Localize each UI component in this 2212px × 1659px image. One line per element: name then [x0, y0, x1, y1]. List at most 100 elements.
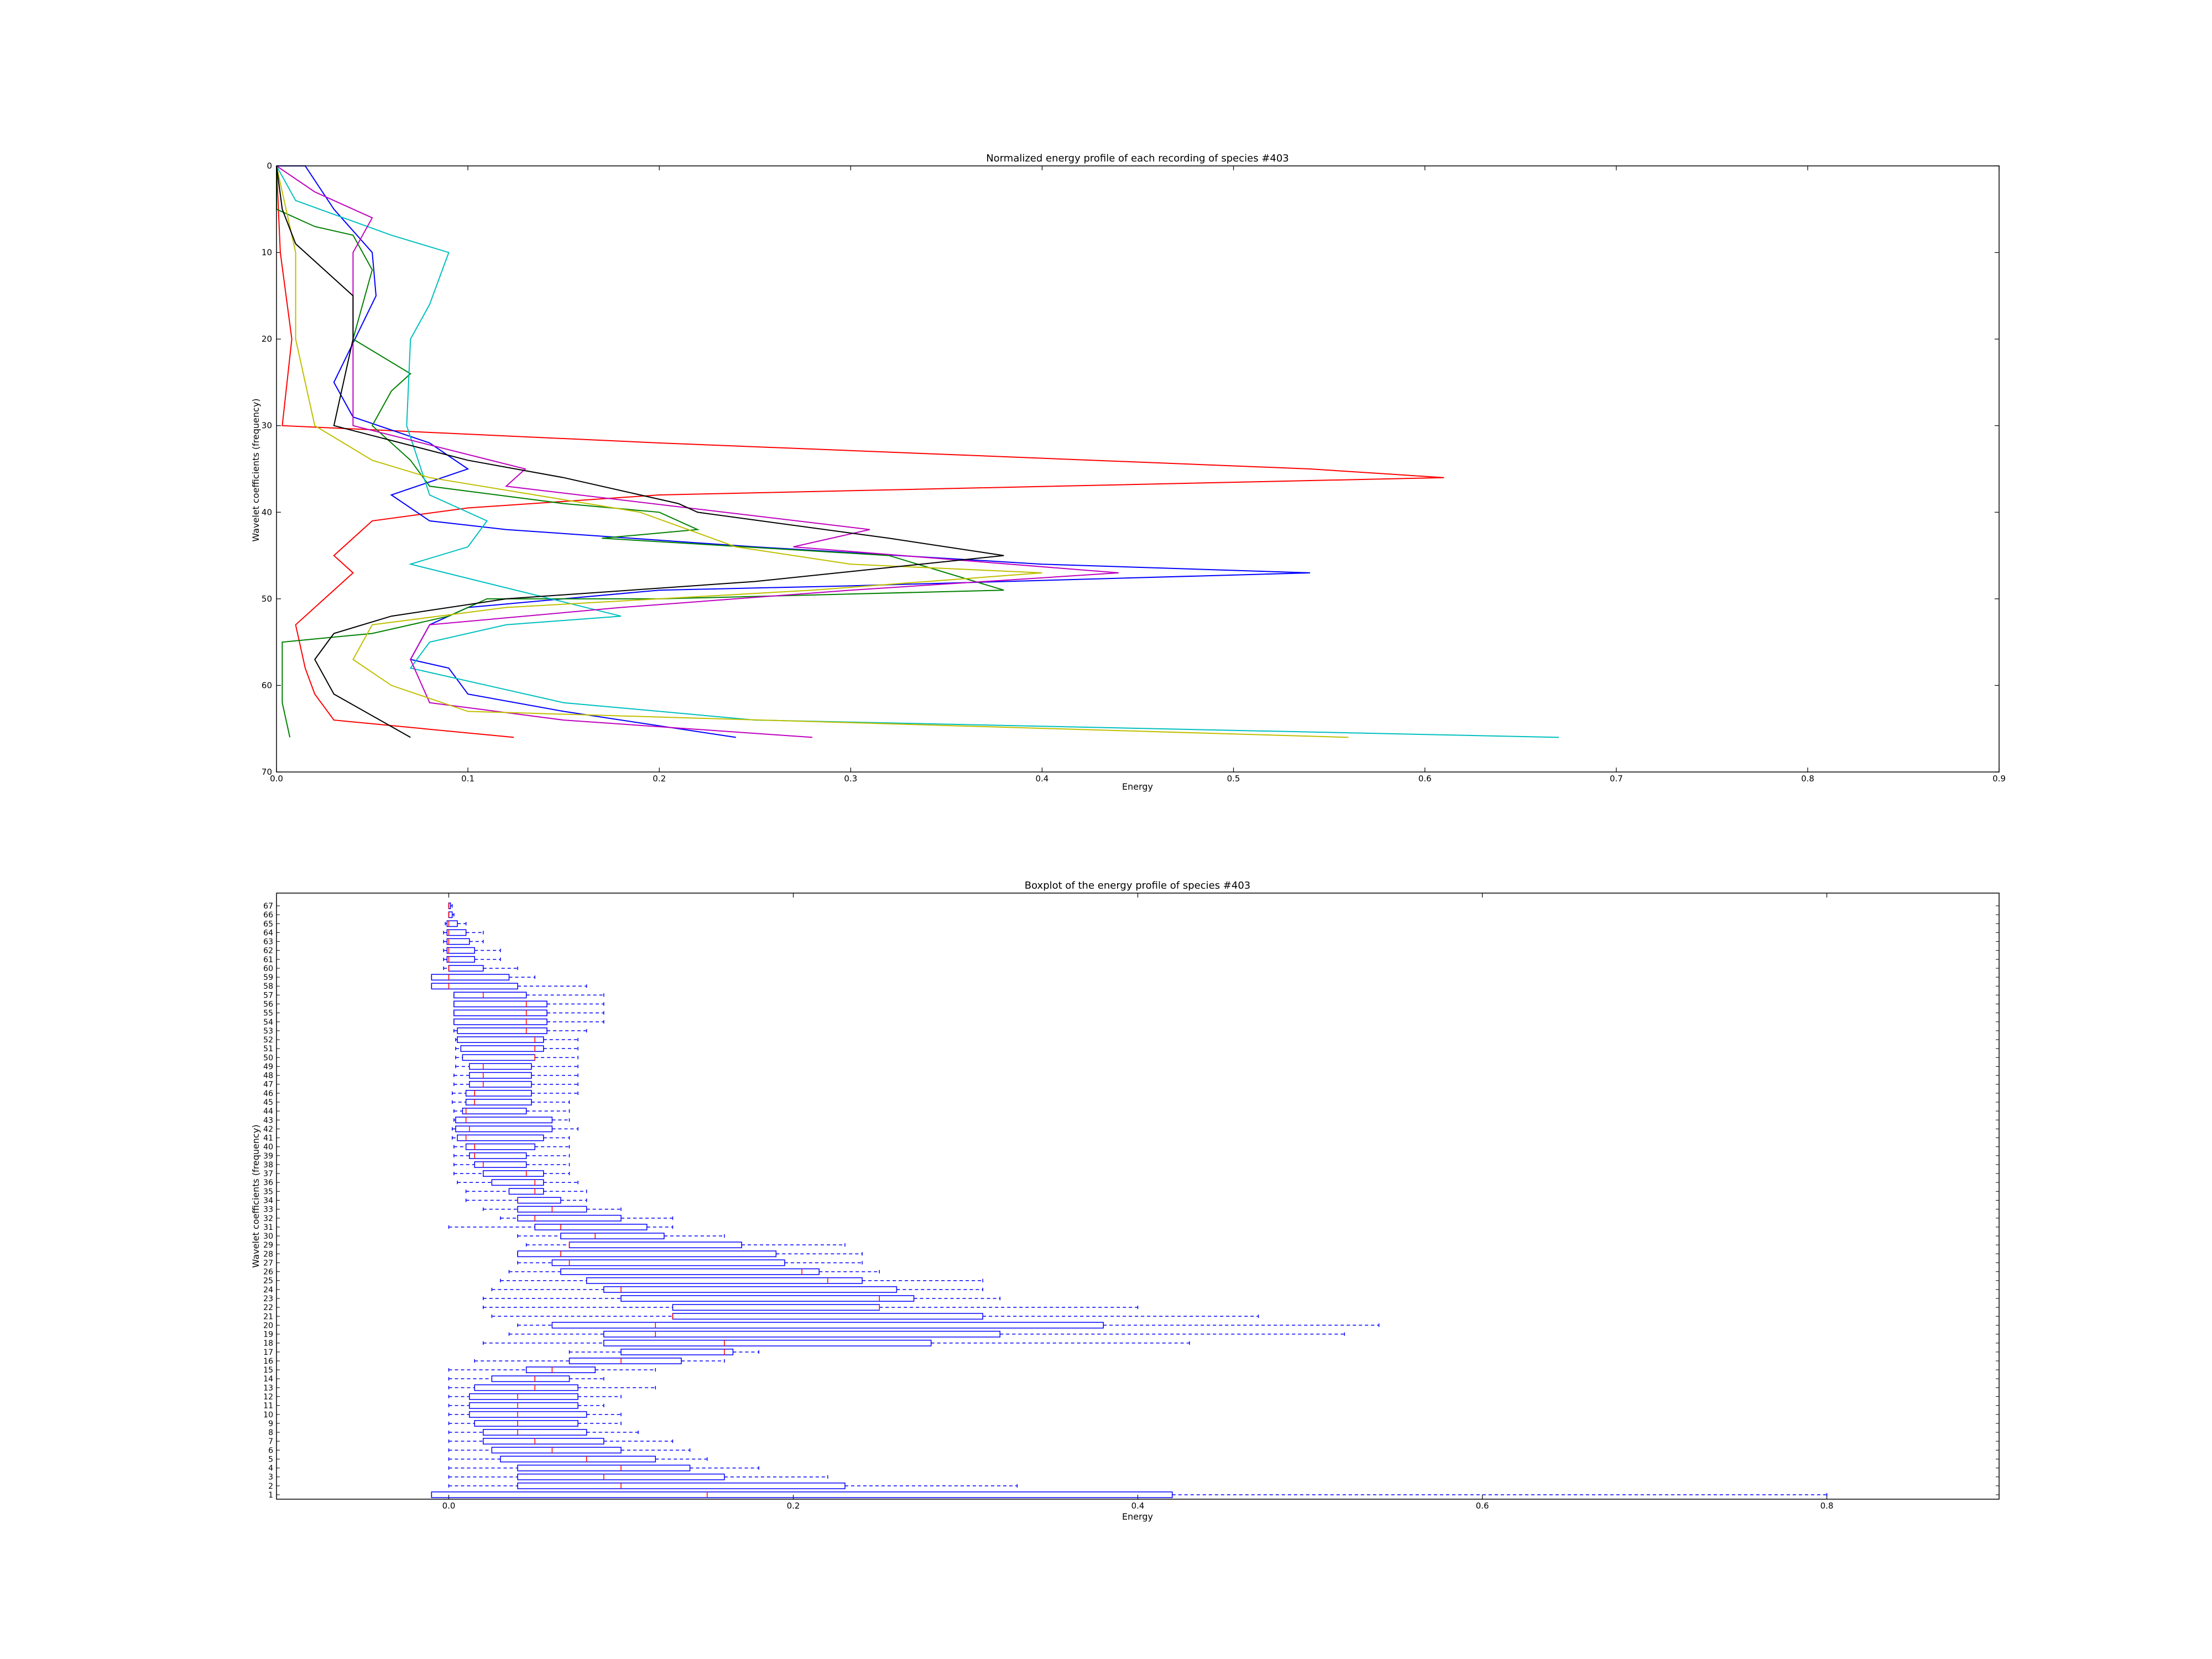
boxplot-box-62	[443, 947, 501, 954]
boxplot-box-55	[453, 1009, 604, 1016]
box-iqr	[457, 1134, 544, 1141]
box-iqr	[560, 1268, 820, 1275]
boxplot-box-12	[448, 1393, 622, 1400]
y-tick-label: 53	[263, 1027, 273, 1036]
line-chart: Normalized energy profile of each record…	[251, 153, 2006, 792]
y-tick-label: 20	[262, 334, 272, 344]
boxplot-box-11	[448, 1402, 604, 1409]
y-tick-label: 12	[263, 1393, 273, 1402]
boxplot-box-57	[453, 992, 604, 999]
y-tick-label: 11	[263, 1402, 273, 1411]
y-tick-label: 16	[263, 1357, 273, 1366]
y-tick-label: 41	[263, 1134, 273, 1143]
y-tick-label: 4	[268, 1464, 273, 1473]
box-iqr	[474, 1420, 578, 1427]
y-tick-label: 23	[263, 1295, 273, 1303]
y-tick-label: 30	[263, 1232, 273, 1241]
box-iqr	[462, 1054, 535, 1061]
box-iqr	[517, 1197, 561, 1204]
boxplot-box-2	[448, 1482, 1018, 1489]
boxplot-box-25	[500, 1277, 983, 1284]
y-tick-label: 36	[263, 1178, 273, 1187]
y-tick-label: 24	[263, 1286, 273, 1295]
box-iqr	[448, 965, 484, 972]
box-iqr	[483, 1429, 587, 1436]
y-tick-label: 8	[268, 1428, 273, 1437]
x-tick-label: 0.2	[653, 774, 666, 784]
box-iqr	[568, 1241, 742, 1249]
boxplot-box-29	[525, 1241, 846, 1249]
boxplot-box-37	[453, 1170, 570, 1177]
boxplot-box-4	[448, 1464, 759, 1472]
boxplot-box-13	[448, 1384, 656, 1391]
box-iqr	[517, 1473, 725, 1480]
y-tick-label: 63	[263, 938, 273, 947]
boxplot-box-32	[500, 1214, 674, 1222]
series-line-7	[276, 165, 1004, 738]
box-iqr	[474, 1384, 578, 1391]
y-tick-label: 60	[263, 964, 273, 973]
y-tick-label: 32	[263, 1214, 273, 1223]
boxplot-chart-ticks: 0.0 0.2 0.4 0.6 0.81234567891011121314151617…	[263, 893, 1999, 1511]
y-tick-label: 44	[263, 1107, 273, 1116]
boxplot-box-46	[451, 1089, 578, 1097]
box-iqr	[620, 1295, 915, 1302]
y-tick-label: 51	[263, 1045, 273, 1053]
y-tick-label: 46	[263, 1089, 273, 1098]
y-tick-label: 48	[263, 1072, 273, 1081]
y-tick-label: 40	[263, 1143, 273, 1152]
boxplot-box-60	[443, 965, 518, 972]
line-chart-xlabel: Energy	[1122, 781, 1153, 792]
y-tick-label: 60	[262, 680, 272, 690]
y-tick-label: 50	[262, 594, 272, 604]
box-iqr	[446, 938, 470, 945]
y-tick-label: 33	[263, 1206, 273, 1214]
y-tick-label: 66	[263, 911, 273, 920]
series-line-6	[276, 165, 1349, 738]
boxplot-box-26	[508, 1268, 880, 1275]
boxplot-chart-ylabel: Wavelet coefficients (frequency)	[251, 1124, 261, 1267]
y-tick-label: 31	[263, 1223, 273, 1232]
box-iqr	[483, 1170, 544, 1177]
box-iqr	[672, 1304, 880, 1311]
box-iqr	[446, 956, 475, 963]
box-iqr	[483, 1438, 604, 1445]
box-iqr	[603, 1286, 898, 1293]
y-tick-label: 27	[263, 1259, 273, 1267]
series-line-1	[276, 165, 1444, 738]
y-tick-label: 5	[268, 1455, 273, 1464]
boxplot-box-63	[443, 938, 484, 945]
box-iqr	[469, 1081, 532, 1088]
boxplot-box-22	[483, 1304, 1139, 1311]
y-tick-label: 65	[263, 920, 273, 928]
y-tick-label: 15	[263, 1366, 273, 1375]
x-tick-label: 0.8	[1801, 774, 1814, 784]
boxplot-box-3	[448, 1473, 828, 1480]
boxplot-box-28	[517, 1250, 863, 1258]
y-tick-label: 56	[263, 1000, 273, 1009]
x-tick-label: 0.6	[1476, 1501, 1489, 1511]
box-iqr	[469, 1072, 532, 1079]
x-tick-label: 0.0	[270, 774, 283, 784]
box-iqr	[508, 1188, 544, 1195]
boxplot-box-56	[453, 1000, 604, 1008]
boxplot-box-7	[448, 1438, 674, 1445]
box-iqr	[465, 1089, 532, 1097]
box-iqr	[517, 1482, 846, 1489]
y-tick-label: 29	[263, 1241, 273, 1250]
box-iqr	[491, 1179, 544, 1186]
x-tick-label: 0.9	[1992, 774, 2006, 784]
y-tick-label: 42	[263, 1125, 273, 1134]
boxplot-box-14	[448, 1375, 604, 1383]
x-tick-label: 0.6	[1418, 774, 1432, 784]
y-tick-label: 70	[262, 767, 272, 777]
y-tick-label: 47	[263, 1081, 273, 1089]
y-tick-label: 62	[263, 947, 273, 956]
box-iqr	[672, 1313, 983, 1320]
box-iqr	[517, 1464, 691, 1472]
y-tick-label: 6	[268, 1446, 273, 1455]
boxplot-box-45	[451, 1099, 570, 1105]
boxplot-box-6	[448, 1447, 691, 1454]
boxplot-box-49	[455, 1063, 578, 1070]
box-iqr	[586, 1277, 863, 1284]
